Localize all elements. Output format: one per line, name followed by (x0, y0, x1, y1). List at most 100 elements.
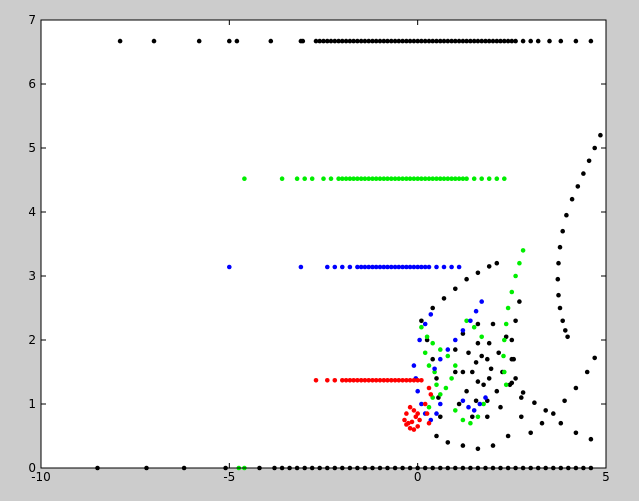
data-point-series-2 (456, 176, 462, 181)
data-point-series-4 (415, 378, 421, 383)
data-point-series-1 (473, 360, 479, 365)
data-point-series-2 (460, 417, 466, 423)
x-tick-label: 5 (602, 470, 610, 484)
data-point-series-4 (340, 378, 345, 383)
data-point-series-2 (294, 176, 300, 181)
data-point-series-3 (400, 264, 405, 270)
data-point-series-2 (449, 176, 454, 181)
y-tick-label: 2 (28, 333, 36, 347)
y-tick-label: 3 (28, 269, 36, 283)
data-point-series-1 (498, 404, 503, 410)
data-point-series-3 (419, 401, 424, 407)
data-point-series-1 (565, 334, 570, 340)
data-point-series-3 (340, 264, 345, 270)
data-point-series-1 (494, 388, 500, 394)
data-point-series-1 (453, 369, 458, 375)
data-point-series-4 (415, 424, 421, 429)
data-point-series-1 (419, 38, 424, 44)
data-point-series-4 (411, 427, 417, 432)
data-point-series-1 (539, 420, 545, 426)
data-point-series-1 (407, 38, 413, 44)
data-point-series-4 (407, 378, 413, 383)
data-point-series-1 (490, 321, 496, 327)
data-point-series-4 (406, 420, 411, 426)
data-point-series-1 (464, 276, 469, 282)
data-point-series-2 (453, 408, 458, 413)
data-point-series-4 (417, 417, 422, 423)
data-point-series-1 (268, 38, 274, 44)
data-point-series-2 (419, 176, 424, 181)
data-point-series-1 (498, 38, 503, 44)
data-point-series-2 (517, 260, 522, 266)
data-point-series-3 (407, 264, 413, 270)
data-point-series-2 (513, 273, 518, 279)
data-point-series-1 (366, 38, 372, 44)
data-point-series-3 (347, 264, 353, 270)
x-tick-label: -10 (31, 470, 51, 484)
data-point-series-2 (464, 318, 469, 324)
data-point-series-1 (196, 38, 202, 44)
data-point-series-4 (422, 401, 428, 407)
data-point-series-3 (449, 264, 454, 270)
data-point-series-1 (404, 38, 409, 44)
data-point-series-2 (443, 385, 449, 391)
data-point-series-1 (520, 390, 526, 395)
data-point-series-2 (302, 176, 308, 181)
data-point-series-1 (560, 318, 565, 324)
plot-area (41, 20, 606, 468)
data-point-series-2 (438, 392, 443, 397)
data-point-series-1 (573, 430, 579, 436)
data-point-series-1 (528, 38, 533, 44)
data-point-series-3 (477, 401, 483, 407)
data-point-series-1 (456, 401, 462, 407)
data-point-series-3 (381, 264, 387, 270)
data-point-series-1 (343, 38, 349, 44)
data-point-series-1 (528, 430, 533, 436)
data-point-series-3 (460, 328, 466, 333)
data-point-series-1 (234, 38, 240, 44)
data-point-series-2 (358, 176, 364, 181)
data-point-series-4 (426, 385, 432, 391)
data-point-series-2 (366, 176, 372, 181)
data-point-series-1 (453, 286, 458, 292)
data-point-series-1 (507, 382, 513, 388)
data-point-series-2 (404, 176, 409, 181)
data-point-series-1 (598, 132, 603, 138)
data-point-series-1 (509, 337, 515, 343)
data-point-series-2 (520, 248, 526, 253)
data-point-series-3 (473, 308, 479, 314)
data-point-series-3 (415, 388, 421, 394)
data-point-series-2 (479, 334, 485, 340)
data-point-series-2 (475, 414, 481, 420)
data-point-series-1 (445, 38, 451, 44)
data-point-series-1 (340, 38, 345, 44)
data-point-series-1 (415, 38, 421, 44)
data-point-series-2 (424, 334, 430, 340)
data-point-series-3 (377, 264, 383, 270)
data-point-series-1 (505, 38, 511, 44)
data-point-series-1 (385, 38, 390, 44)
data-point-series-1 (430, 356, 436, 362)
data-point-series-1 (532, 400, 537, 406)
data-point-series-1 (313, 38, 319, 44)
data-point-series-1 (460, 443, 466, 448)
data-point-series-1 (558, 38, 564, 44)
data-point-series-1 (569, 196, 575, 202)
data-point-series-1 (520, 38, 526, 44)
data-point-series-2 (422, 176, 428, 181)
data-point-series-1 (460, 38, 466, 44)
data-point-series-1 (464, 38, 469, 44)
data-point-series-1 (325, 38, 330, 44)
data-point-series-4 (396, 378, 402, 383)
data-point-series-3 (428, 312, 434, 317)
data-point-series-4 (373, 378, 379, 383)
data-point-series-1 (558, 420, 564, 426)
data-point-series-2 (434, 382, 439, 388)
data-point-series-1 (475, 270, 481, 276)
data-point-series-4 (402, 417, 407, 423)
data-point-series-1 (475, 446, 481, 452)
data-point-series-1 (456, 38, 462, 44)
data-point-series-2 (502, 176, 507, 181)
data-point-series-3 (366, 264, 372, 270)
data-point-series-1 (513, 318, 518, 324)
